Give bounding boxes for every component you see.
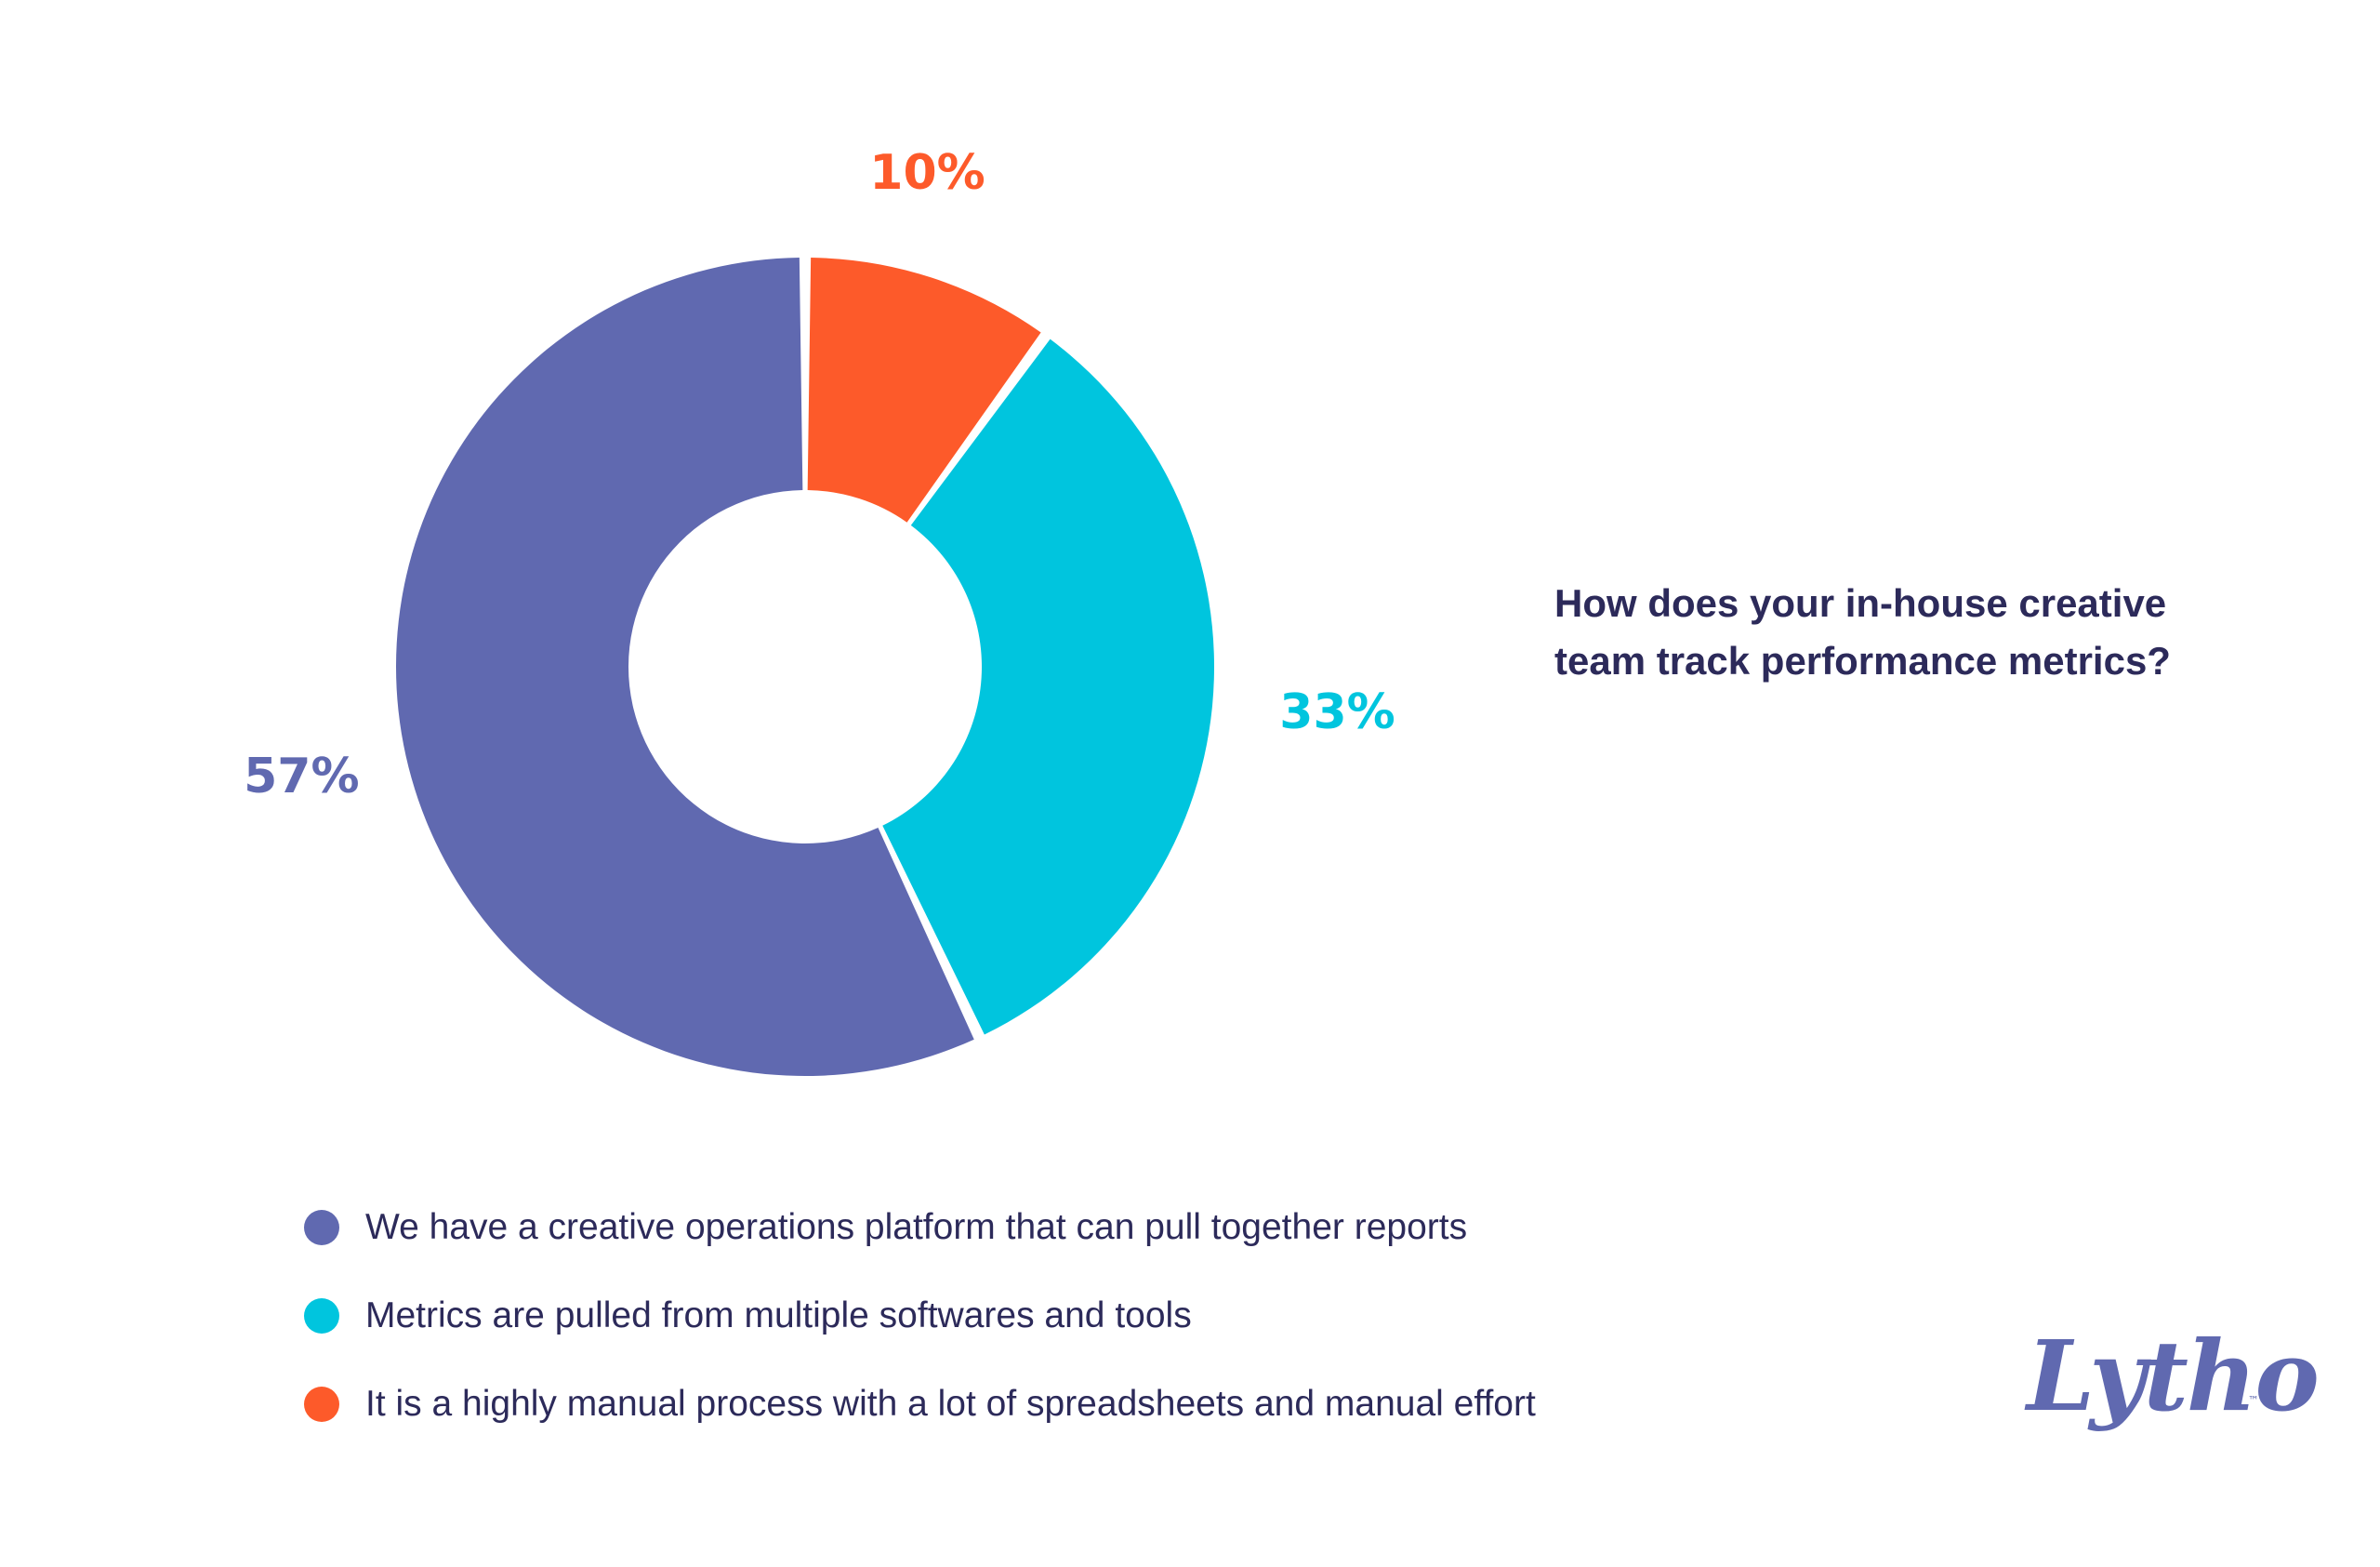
legend-item-multiple-tools: Metrics are pulled from multiple softwar…: [304, 1271, 1536, 1360]
slice-labels: 10% 33% 57%: [244, 145, 1395, 804]
legend-item-manual-process: It is a highly manual process with a lot…: [304, 1360, 1536, 1448]
donut-slice-33-pct: [882, 339, 1214, 1035]
donut-slice-10-pct: [807, 258, 1041, 523]
chart-title: How does your in-house creative team tra…: [1554, 575, 2261, 690]
lytho-logo: Lytho ™: [2027, 1316, 2320, 1437]
legend-item-platform: We have a creative operations platform t…: [304, 1183, 1536, 1271]
legend-swatch-manual-process: [304, 1386, 339, 1422]
legend-swatch-platform: [304, 1209, 339, 1245]
slice-label-57-pct: 57%: [244, 749, 359, 804]
logo-wordmark: Lytho: [2027, 1319, 2320, 1433]
chart-title-line-1: How does your in-house creative: [1554, 581, 2167, 625]
logo-trademark: ™: [2248, 1394, 2259, 1407]
slice-label-33-pct: 33%: [1279, 684, 1395, 740]
chart-title-line-2: team track performance metrics?: [1554, 639, 2171, 683]
legend-label-platform: We have a creative operations platform t…: [365, 1206, 1468, 1247]
chart-legend: We have a creative operations platform t…: [304, 1183, 1536, 1448]
donut-slice-57-pct: [396, 258, 974, 1077]
legend-label-manual-process: It is a highly manual process with a lot…: [365, 1383, 1536, 1424]
slice-label-10-pct: 10%: [869, 145, 985, 201]
donut-slices: [396, 258, 1214, 1077]
legend-label-multiple-tools: Metrics are pulled from multiple softwar…: [365, 1295, 1192, 1335]
legend-swatch-multiple-tools: [304, 1297, 339, 1334]
